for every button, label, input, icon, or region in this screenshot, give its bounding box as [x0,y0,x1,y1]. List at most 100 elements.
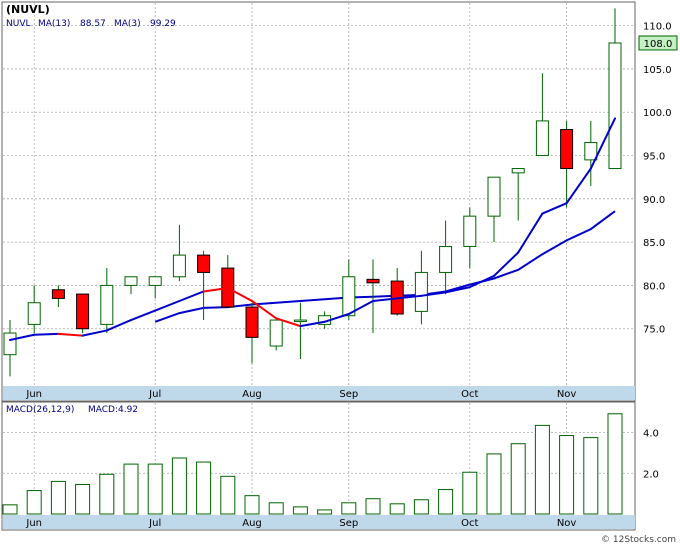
macd-bar [147,463,163,515]
macd-legend-value: MACD:4.92 [88,405,138,415]
price-x-tick-label: Nov [557,389,577,400]
macd-x-tick-label: Aug [242,518,262,529]
ma3-segment [275,317,302,328]
price-date-band [3,386,635,400]
price-x-tick-label: Jun [25,389,42,400]
ma3-segment [347,300,374,315]
macd-y-tick-label: 2.0 [643,469,659,480]
ma3-segment [9,333,36,341]
macd-x-tick-label: Sep [339,518,358,529]
ma3-segment [541,202,568,215]
price-x-tick-label: Jul [148,389,161,400]
macd-bar [365,498,381,515]
macd-bar [486,453,502,515]
macd-bar [341,502,357,515]
macd-bar [123,463,139,515]
candle-body [463,215,477,247]
macd-legend-label: MACD(26,12,9) [6,405,74,415]
ma3-segment [226,287,253,303]
ma3-segment [493,251,520,277]
macd-bar [462,471,478,515]
ma3-segment [130,309,157,322]
macd-bar [75,483,91,515]
price-x-tick-label: Oct [461,389,478,400]
ma3-segment [33,332,60,336]
macd-date-band [3,515,635,529]
ma3-segment [372,297,399,303]
macd-bar [438,489,454,515]
candle-body [608,42,622,170]
macd-bar [389,503,405,515]
ma3-segment [154,300,181,312]
candle-body [245,306,259,338]
price-y-tick-label: 85.0 [643,238,665,249]
macd-bar [317,509,333,515]
price-y-tick-label: 110.0 [643,22,672,33]
last-price-label: 108.0 [644,39,673,50]
macd-bar [510,443,526,515]
macd-bar [244,495,260,515]
price-y-tick-label: 75.0 [643,325,665,336]
ma3-segment [202,287,229,293]
macd-y-tick-label: 4.0 [643,429,659,440]
candle-body [76,293,90,330]
ma3-segment [565,167,592,205]
price-y-tick-label: 105.0 [643,65,672,76]
macd-bar [292,506,308,515]
candle-body [414,271,428,312]
legend-ma13-value: 88.57 [80,19,106,29]
ma3-segment [420,291,447,297]
price-x-axis: Jun Jul Aug Sep Oct Nov [25,389,576,400]
ma3-segment [178,290,205,303]
ma3-segment [517,212,544,254]
price-y-tick-label: 80.0 [643,281,665,292]
candle-body [51,289,65,299]
candle-body [560,129,574,170]
macd-bar [534,424,550,515]
ma3-segment [251,300,278,320]
ma3-segment [323,312,350,323]
macd-bar [196,461,212,515]
ma3-segment [299,320,326,328]
candle-body [366,278,380,284]
macd-bar [220,475,236,515]
candle-body [584,142,598,161]
macd-bar [99,473,115,515]
macd-x-axis: Jun Jul Aug Sep Oct Nov [25,518,576,529]
candle-body [342,276,356,317]
candle-body [293,319,307,323]
candles [3,8,622,377]
candle-body [148,276,162,286]
macd-bar [26,490,42,515]
footer-credit: © 12Stocks.com [601,535,676,545]
price-y-tick-label: 95.0 [643,152,665,163]
ma3-segment [105,319,132,332]
legend-ma3-label: MA(3) [114,19,141,29]
macd-bar [583,437,599,515]
candle-body [535,120,549,157]
price-x-tick-label: Sep [339,389,358,400]
macd-bars [2,413,623,515]
macd-x-tick-label: Jun [25,518,42,529]
price-y-tick-label: 100.0 [643,108,672,119]
ma3-segment [468,274,495,289]
macd-bar [268,502,284,515]
candle-body [124,276,138,286]
price-x-tick-label: Aug [242,389,262,400]
last-price-tag: 108.0 [638,35,678,51]
macd-bar [559,435,575,515]
price-y-axis: 75.0 80.0 85.0 90.0 95.0 100.0 105.0 110.0 [643,22,672,336]
ma3-segment [81,329,108,337]
macd-bar [50,480,66,515]
ma3-segment [57,332,84,337]
macd-x-tick-label: Oct [461,518,478,529]
candle-body [27,302,41,325]
macd-bar [2,504,18,515]
macd-y-axis: 2.0 4.0 [643,429,659,481]
ma3-segment [396,294,423,300]
ma3-segment [444,286,471,294]
candle-body [197,254,211,273]
legend-ma13-label: MA(13) [38,19,70,29]
